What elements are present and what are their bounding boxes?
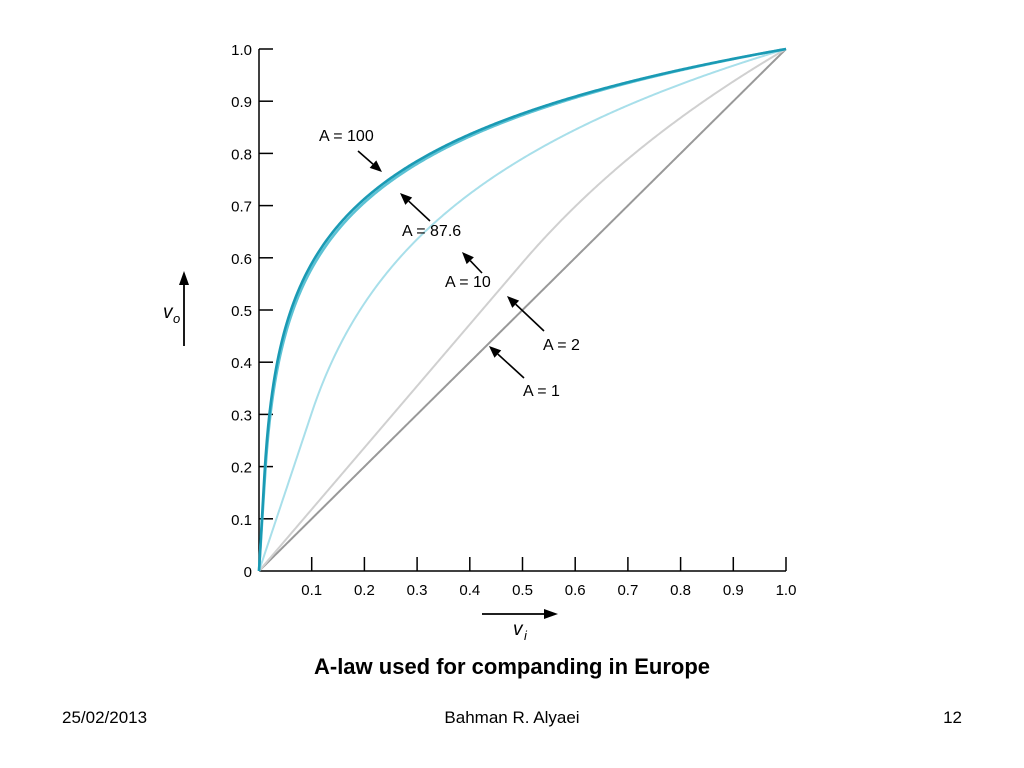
annotation-arrowhead — [489, 346, 502, 358]
y-axis-label-sub: o — [173, 311, 180, 326]
footer-date: 25/02/2013 — [62, 708, 148, 727]
annotation-arrowhead — [462, 252, 474, 265]
annotation-arrow — [357, 150, 374, 165]
y-tick-label: 1.0 — [231, 42, 252, 59]
footer-author: Bahman R. Alyaei — [444, 708, 580, 727]
y-tick-label: 0.2 — [231, 460, 252, 477]
x-tick-label: 0.3 — [407, 582, 428, 599]
x-tick-label: 0.6 — [565, 582, 586, 599]
y-axis-label: v — [163, 302, 174, 323]
y-tick-label: 0.8 — [231, 146, 252, 163]
x-axis-label: v — [513, 619, 524, 640]
x-tick-label: 1.0 — [776, 582, 797, 599]
series-line-a-10 — [258, 48, 787, 572]
series-line-a-100 — [257, 47, 787, 572]
x-tick-label: 0.8 — [670, 582, 691, 599]
annotation-label: A = 2 — [543, 337, 580, 354]
y-tick-label: 0.3 — [231, 407, 252, 424]
y-tick-label: 0.4 — [231, 355, 252, 372]
annotation-arrow — [408, 200, 431, 222]
annotation-arrowhead — [400, 193, 413, 205]
annotation-arrow — [497, 353, 525, 379]
slide-caption: A-law used for companding in Europe — [313, 654, 711, 679]
x-tick-label: 0.4 — [459, 582, 480, 599]
annotation-label: A = 1 — [523, 383, 560, 400]
footer-page-number: 12 — [943, 708, 962, 727]
x-tick-label: 0.7 — [617, 582, 638, 599]
x-axis-arrowhead — [544, 609, 558, 619]
y-tick-label: 0.9 — [231, 94, 252, 111]
x-axis-label-sub: i — [524, 628, 528, 643]
annotation-arrow — [469, 260, 483, 274]
annotation-arrowhead — [369, 160, 382, 172]
y-tick-label: 0.7 — [231, 199, 252, 216]
x-tick-label: 0.5 — [512, 582, 533, 599]
series-line-a-2 — [258, 48, 787, 572]
x-tick-label: 0.9 — [723, 582, 744, 599]
x-tick-label: 0.1 — [301, 582, 322, 599]
y-tick-label: 0 — [244, 564, 252, 581]
y-tick-label: 0.5 — [231, 303, 252, 320]
annotation-arrow — [515, 303, 545, 332]
y-tick-label: 0.6 — [231, 251, 252, 268]
y-axis-arrowhead — [179, 271, 189, 285]
annotation-label: A = 10 — [445, 274, 491, 291]
x-tick-label: 0.2 — [354, 582, 375, 599]
annotation-arrowhead — [507, 296, 520, 308]
annotation-label: A = 100 — [319, 128, 374, 145]
annotation-label: A = 87.6 — [402, 223, 461, 240]
y-tick-label: 0.1 — [231, 512, 252, 529]
